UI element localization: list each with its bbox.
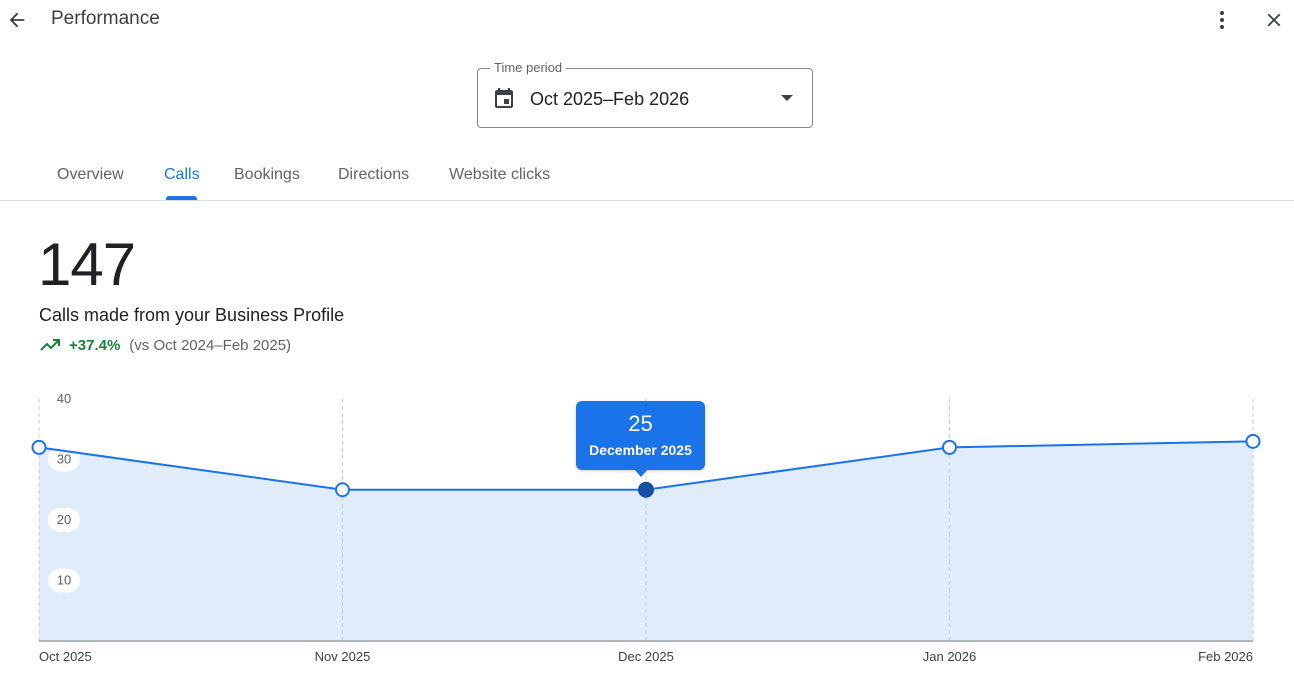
y-tick-pill <box>48 508 80 532</box>
page-title: Performance <box>51 8 160 29</box>
calls-chart: 10 20 30 40 Oct 2025 Nov 2025 Dec 2025 Jan 2026… <box>0 380 1294 676</box>
y-tick-label: 20 <box>57 512 71 527</box>
chart-tooltip: 25 December 2025 <box>576 401 705 477</box>
x-tick-label: Dec 2025 <box>618 649 674 664</box>
time-period-select[interactable]: Time period Oct 2025–Feb 2026 <box>477 60 813 128</box>
close-icon <box>1267 13 1281 27</box>
trending-up-icon <box>40 339 60 351</box>
chart-point-selected <box>638 481 654 498</box>
more-vert-icon <box>1220 11 1224 29</box>
calls-total: 147 <box>38 231 136 298</box>
tab-directions[interactable]: Directions <box>338 166 410 183</box>
chart-point <box>31 439 47 455</box>
trend-percentage: +37.4% <box>69 336 121 354</box>
active-tab-indicator <box>166 196 197 200</box>
chart-point <box>942 439 957 455</box>
tooltip-value: 25 <box>628 411 653 436</box>
chart-point <box>335 482 350 498</box>
trend-row: +37.4% (vs Oct 2024–Feb 2025) <box>39 335 291 355</box>
y-tick-label: 30 <box>57 452 71 467</box>
dropdown-arrow-icon <box>781 95 793 101</box>
back-button[interactable] <box>0 4 34 36</box>
tab-bar: Overview Calls Bookings Directions Websi… <box>0 152 1294 201</box>
metric-description: Calls made from your Business Profile <box>39 305 345 325</box>
chart-point <box>1245 433 1261 449</box>
tab-bookings[interactable]: Bookings <box>234 166 300 183</box>
x-tick-label: Jan 2026 <box>923 649 977 664</box>
more-options-button[interactable] <box>1206 4 1238 36</box>
y-tick-label: 10 <box>57 573 71 588</box>
x-tick-label: Oct 2025 <box>39 649 92 664</box>
y-tick-pill <box>48 568 80 593</box>
trend-comparison: (vs Oct 2024–Feb 2025) <box>129 336 292 354</box>
calendar-icon <box>495 88 513 108</box>
calls-chart-svg: 10 20 30 40 Oct 2025 Nov 2025 Dec 2025 Jan 2026… <box>31 391 1261 664</box>
time-period-value: Oct 2025–Feb 2026 <box>530 89 690 109</box>
tab-calls[interactable]: Calls <box>164 166 200 183</box>
y-tick-pill <box>48 447 80 472</box>
x-tick-label: Feb 2026 <box>1198 649 1253 664</box>
x-tick-label: Nov 2025 <box>315 649 371 664</box>
time-period-label: Time period <box>490 60 567 75</box>
close-button[interactable] <box>1258 4 1290 36</box>
y-tick-label: 40 <box>57 391 71 406</box>
arrow-back-icon <box>9 12 25 28</box>
tooltip-label: December 2025 <box>589 442 692 458</box>
tab-overview[interactable]: Overview <box>57 166 124 183</box>
tab-website-clicks[interactable]: Website clicks <box>449 166 551 183</box>
top-bar: Performance <box>0 0 1294 40</box>
